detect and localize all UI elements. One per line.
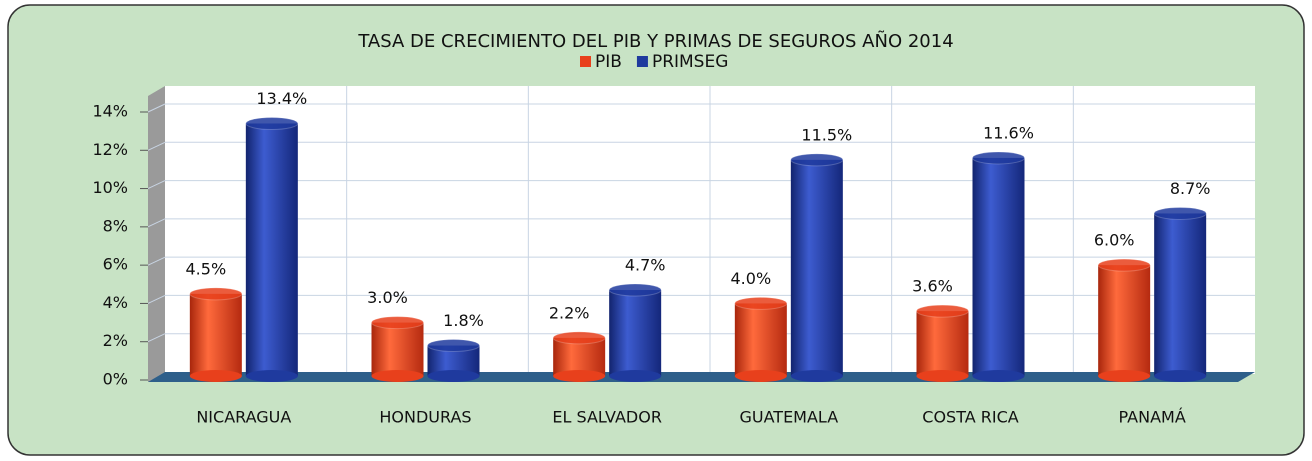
bar-base — [1098, 370, 1151, 382]
value-label: 3.0% — [367, 288, 408, 307]
bar-base — [553, 370, 606, 382]
value-label: 11.6% — [983, 123, 1034, 142]
bar-top — [972, 151, 1025, 165]
bar — [916, 311, 969, 376]
value-label: 1.8% — [443, 311, 484, 330]
x-tick-label: PANAMÁ — [1119, 408, 1186, 427]
grid-line — [147, 103, 166, 113]
y-tick-label: 14% — [92, 102, 128, 121]
y-tick-label: 0% — [103, 370, 128, 389]
bar — [1154, 213, 1207, 376]
bar-base — [371, 370, 424, 382]
legend-label: PIB — [595, 52, 622, 72]
bar-base — [972, 370, 1025, 382]
legend-swatch — [580, 56, 591, 67]
bar-base — [1154, 370, 1207, 382]
x-tick-label: NICARAGUA — [196, 408, 291, 427]
value-label: 11.5% — [801, 125, 852, 144]
chart-title: TASA DE CRECIMIENTO DEL PIB Y PRIMAS DE … — [357, 30, 953, 52]
bar — [972, 157, 1025, 376]
bar-top — [371, 316, 424, 330]
bar — [245, 123, 298, 376]
bar-top — [790, 153, 844, 167]
bar-base — [790, 370, 843, 382]
value-label: 2.2% — [549, 303, 590, 322]
bar-base — [245, 370, 298, 382]
bar — [734, 303, 787, 376]
legend-label: PRIMSEG — [652, 52, 728, 72]
grid-line — [147, 141, 166, 151]
grid-line — [147, 218, 166, 228]
y-tick-label: 6% — [103, 255, 128, 274]
x-tick-label: GUATEMALA — [739, 408, 838, 427]
bar-base — [189, 370, 242, 382]
bar — [1098, 265, 1151, 376]
bar-base — [916, 370, 969, 382]
bar-top — [916, 304, 969, 318]
bar — [553, 337, 606, 376]
y-tick-label: 12% — [92, 140, 128, 159]
grid-line — [147, 294, 166, 304]
floor — [148, 372, 1255, 382]
value-label: 4.7% — [625, 256, 666, 275]
bar-base — [427, 370, 480, 382]
bar-top — [1153, 206, 1207, 220]
bar-base — [609, 370, 662, 382]
x-tick-label: EL SALVADOR — [552, 408, 662, 427]
side-wall — [148, 86, 165, 382]
value-label: 4.0% — [731, 269, 772, 288]
grid-line — [147, 333, 166, 343]
bar — [790, 159, 843, 376]
legend-swatch — [636, 56, 648, 67]
value-label: 3.6% — [912, 277, 953, 296]
x-tick-label: COSTA RICA — [922, 408, 1018, 427]
x-tick-label: HONDURAS — [379, 408, 471, 427]
y-tick-label: 4% — [103, 293, 128, 312]
bar-top — [245, 116, 299, 130]
bar-base — [734, 370, 787, 382]
y-tick-label: 8% — [103, 216, 128, 235]
bar — [371, 322, 424, 376]
bar-top — [1097, 258, 1151, 272]
bar-top — [734, 296, 788, 310]
bar-top — [189, 287, 243, 301]
bar-top — [552, 331, 606, 345]
grid-line — [147, 256, 166, 266]
bar-top — [608, 283, 662, 297]
value-label: 6.0% — [1094, 231, 1135, 250]
value-label: 13.4% — [256, 89, 307, 108]
bar — [189, 293, 242, 376]
value-label: 4.5% — [186, 259, 227, 278]
y-tick-label: 10% — [92, 178, 128, 197]
bar — [609, 290, 662, 376]
bar-top — [427, 339, 480, 353]
grid-line — [147, 180, 166, 190]
value-label: 8.7% — [1170, 179, 1211, 198]
y-tick-label: 2% — [103, 331, 128, 350]
